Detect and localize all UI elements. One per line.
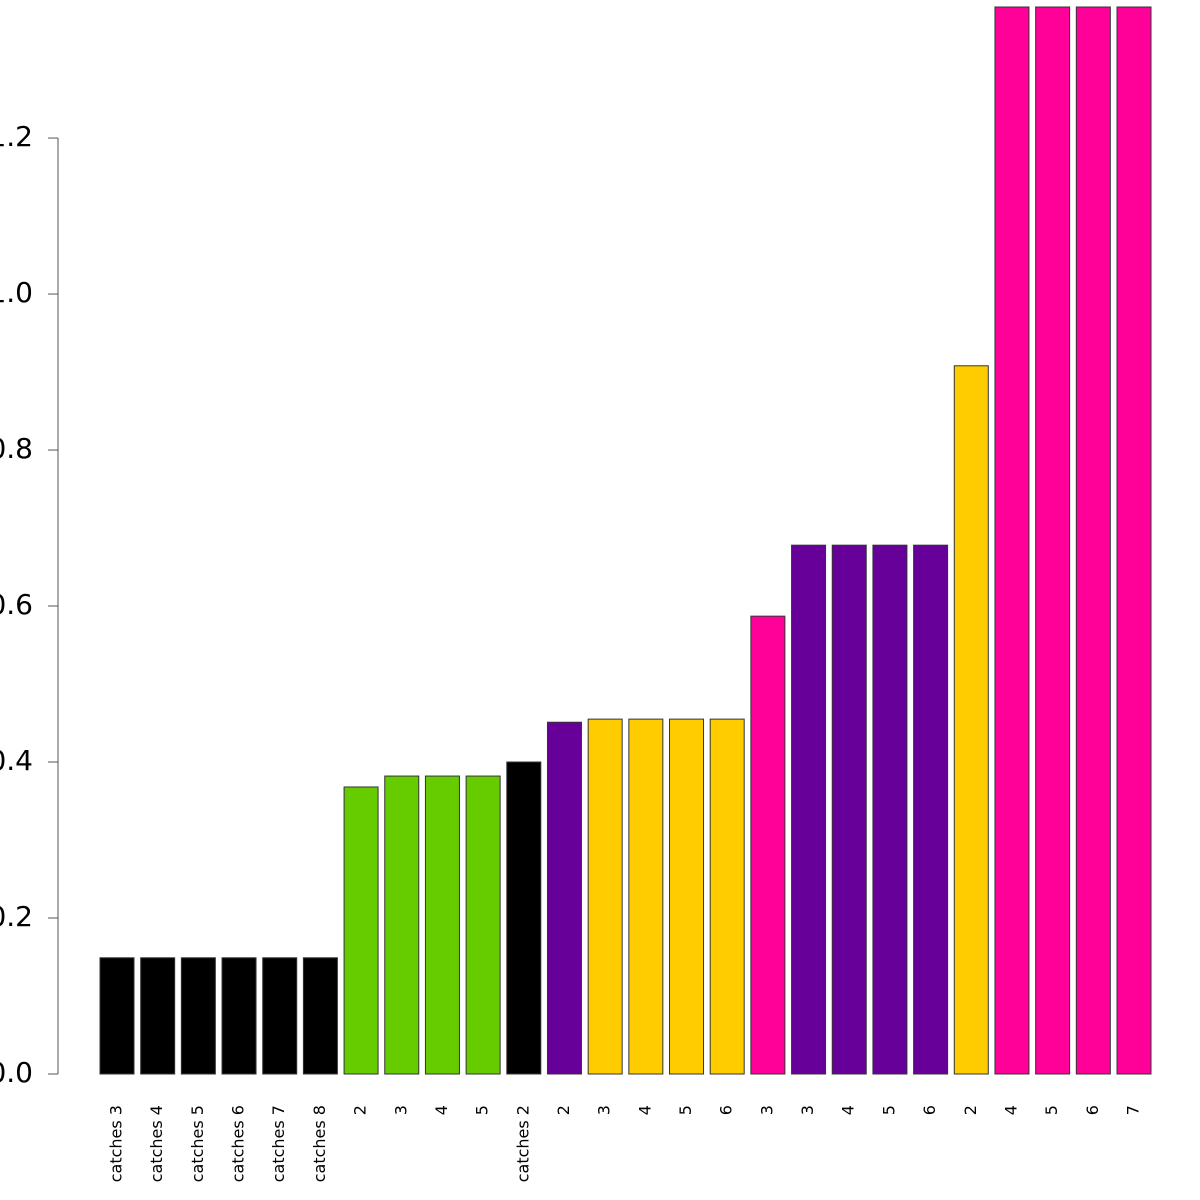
y-tick-label: 1.2 (0, 120, 33, 153)
bar (384, 775, 420, 1075)
bar (506, 761, 542, 1075)
bar (750, 615, 786, 1075)
bar (587, 718, 623, 1075)
bar (1035, 6, 1071, 1075)
bar (953, 365, 989, 1075)
bar (913, 544, 949, 1075)
y-tick-label: 1.0 (0, 276, 33, 309)
x-tick-label: 6 (1083, 1105, 1102, 1115)
bar (791, 544, 827, 1075)
y-tick-label: 0.4 (0, 744, 33, 777)
bar (1116, 6, 1152, 1075)
x-tick-label: 4 (1001, 1105, 1020, 1115)
bar (343, 786, 379, 1075)
bar (546, 721, 582, 1075)
x-tick-label: 2 (351, 1105, 370, 1115)
x-tick-label: 3 (757, 1105, 776, 1115)
bar (669, 718, 705, 1075)
x-tick-label: 3 (391, 1105, 410, 1115)
bar (180, 957, 216, 1075)
x-tick-label: 3 (798, 1105, 817, 1115)
x-tick-label: 2 (961, 1105, 980, 1115)
x-tick-label: 2 (554, 1105, 573, 1115)
x-tick-label: 5 (1042, 1105, 1061, 1115)
bar (709, 718, 745, 1075)
y-tick-label: 0.8 (0, 432, 33, 465)
y-tick-label: 0.6 (0, 588, 33, 621)
x-tick-label: catches 3 (107, 1105, 126, 1182)
x-tick-label: 5 (879, 1105, 898, 1115)
x-tick-label: 4 (432, 1105, 451, 1115)
bar (872, 544, 908, 1075)
bar (628, 718, 664, 1075)
x-tick-label: 6 (920, 1105, 939, 1115)
x-tick-label: 7 (1124, 1105, 1143, 1115)
bar (99, 957, 135, 1075)
bar (262, 957, 298, 1075)
bar (994, 6, 1030, 1075)
y-tick-label: 0.2 (0, 900, 33, 933)
x-tick-label: catches 2 (513, 1105, 532, 1182)
y-tick-label: 0.0 (0, 1056, 33, 1089)
x-tick-label: catches 8 (310, 1105, 329, 1182)
x-tick-label: catches 5 (188, 1105, 207, 1182)
x-tick-label: 4 (839, 1105, 858, 1115)
bar (831, 544, 867, 1075)
bar (140, 957, 176, 1075)
x-tick-label: 3 (595, 1105, 614, 1115)
x-tick-label: 5 (676, 1105, 695, 1115)
x-tick-label: catches 4 (147, 1105, 166, 1182)
x-tick-label: 4 (635, 1105, 654, 1115)
x-tick-label: 5 (473, 1105, 492, 1115)
bar (302, 957, 338, 1075)
bar (221, 957, 257, 1075)
bar (465, 775, 501, 1075)
x-tick-label: catches 6 (229, 1105, 248, 1182)
x-tick-label: catches 7 (269, 1105, 288, 1182)
bar (1075, 6, 1111, 1075)
bar (424, 775, 460, 1075)
x-tick-label: 6 (717, 1105, 736, 1115)
